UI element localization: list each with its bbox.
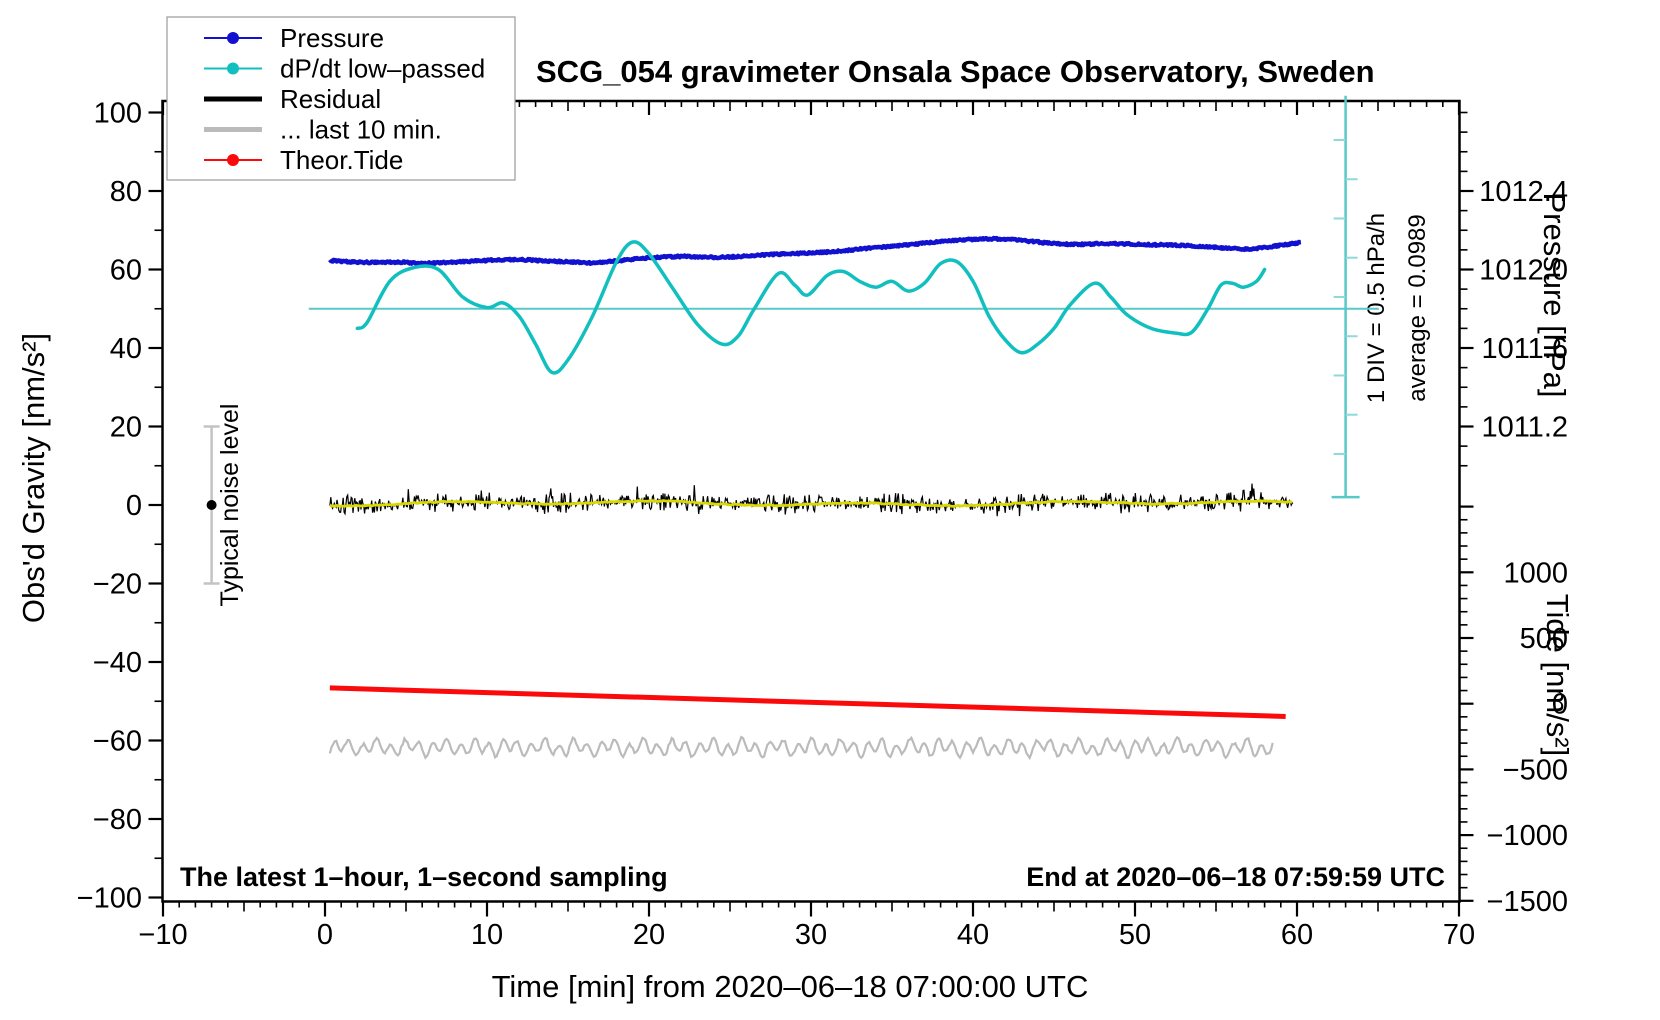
tide-tick-label: 0 <box>1552 689 1568 721</box>
x-tick-label: 30 <box>795 919 827 951</box>
x-tick-label: 40 <box>957 919 989 951</box>
last10min-series <box>328 735 1274 761</box>
x-tick-label: 60 <box>1281 919 1313 951</box>
x-tick-label: 0 <box>317 919 333 951</box>
x-axis-label: Time [min] from 2020–06–18 07:00:00 UTC <box>492 969 1089 1004</box>
legend-label: Pressure <box>280 23 384 53</box>
gravity-tick-label: −40 <box>93 647 142 679</box>
dpdt-series <box>355 240 1267 375</box>
pressure-tick-label: 1011.2 <box>1481 412 1568 444</box>
gravity-tick-label: −80 <box>93 804 142 836</box>
pressure-tick-label: 1012.4 <box>1479 176 1568 208</box>
gravity-axis-label: Obs'd Gravity [nm/s²] <box>16 333 51 623</box>
sampling-note: The latest 1–hour, 1–second sampling <box>180 862 668 892</box>
gravity-tick-label: 20 <box>110 412 142 444</box>
gravity-tick-label: −20 <box>93 569 142 601</box>
tide-tick-label: −1500 <box>1487 886 1568 918</box>
gravity-tick-label: 40 <box>110 333 142 365</box>
legend-item: Pressure <box>204 23 384 53</box>
x-tick-label: 70 <box>1443 919 1475 951</box>
average-annotation: average = 0.0989 <box>1404 214 1431 402</box>
legend-item: Theor.Tide <box>204 145 403 175</box>
noise-errorbar <box>203 425 220 585</box>
pressure-tick-label: 1011.6 <box>1481 333 1568 365</box>
gravity-tick-label: 60 <box>110 255 142 287</box>
tide-axis-label: Tide [nm/s²] <box>1540 594 1575 757</box>
legend-label: ... last 10 min. <box>280 115 442 145</box>
axes-layer: −10 0 10 20 30 40 50 60 70100806040200−20−40−60−… <box>77 95 1568 951</box>
series-layer <box>328 235 1303 761</box>
residual-smoothed-series <box>329 499 1293 508</box>
tide-tick-label: −500 <box>1503 754 1568 786</box>
x-axis: −10 0 10 20 30 40 50 60 70 <box>138 101 1475 951</box>
legend-sample-dot <box>227 154 239 166</box>
y-axis-left: 100 80 60 40 20 0 −20 −40 −60 −80 −100 <box>77 98 163 915</box>
tide-tick-label: −1000 <box>1487 820 1568 852</box>
theor-tide-series <box>329 685 1286 719</box>
noise-level-label: Typical noise level <box>216 404 244 607</box>
legend-label: Theor.Tide <box>280 145 403 175</box>
legend-label: dP/dt low–passed <box>280 54 485 84</box>
y-axis-pressure: 1012.4 1012.0 1011.6 1011.2 <box>1459 111 1568 467</box>
legend-item: dP/dt low–passed <box>204 54 485 84</box>
chart-title: SCG_054 gravimeter Onsala Space Observat… <box>536 54 1375 89</box>
tide-tick-label: 1000 <box>1503 557 1568 589</box>
pressure-tick-label: 1012.0 <box>1479 255 1568 287</box>
x-tick-label: −10 <box>138 919 187 951</box>
tide-tick-label: 500 <box>1520 623 1568 655</box>
x-tick-label: 20 <box>633 919 665 951</box>
pressure-series <box>328 235 1303 267</box>
legend-sample-dot <box>227 32 239 44</box>
legend-label: Residual <box>280 84 381 114</box>
gravity-tick-label: −60 <box>93 726 142 758</box>
noise-center-dot <box>206 500 217 510</box>
gravity-tick-label: −100 <box>77 883 142 915</box>
pressure-axis-label: Pressure [hPa] <box>1537 192 1572 397</box>
y-axis-tide: 1000 500 0 −500 −1000 −1500 <box>1459 505 1568 918</box>
legend-sample-dot <box>227 62 239 75</box>
residual-series <box>329 483 1294 517</box>
legend-item: Residual <box>204 84 381 114</box>
x-tick-label: 50 <box>1119 919 1151 951</box>
x-tick-label: 10 <box>471 919 503 951</box>
legend-item: ... last 10 min. <box>204 115 442 145</box>
gravity-tick-label: 80 <box>110 176 142 208</box>
end-time-note: End at 2020–06–18 07:59:59 UTC <box>1026 862 1445 892</box>
gravity-tick-label: 100 <box>94 98 142 130</box>
gravity-tick-label: 0 <box>126 490 142 522</box>
div-scale-bar <box>1331 95 1360 499</box>
